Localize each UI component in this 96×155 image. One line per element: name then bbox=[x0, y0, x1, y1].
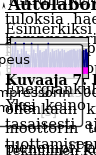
Text: Teknillinen Korkeakoulu
Autotekniikan laboratorio
PL 4300, 02015 TKK: Teknillinen Korkeakoulu Autotekniikan la… bbox=[5, 144, 96, 155]
Kompressorin
toiminta bbox=[88, 67, 89, 69]
Line: Kompressorin
toiminta: Kompressorin toiminta bbox=[10, 68, 88, 73]
Text: 11: 11 bbox=[72, 141, 91, 155]
Nopeus bbox=[23, 42, 24, 44]
Line: Nopeus: Nopeus bbox=[10, 43, 88, 73]
Nopeus bbox=[14, 42, 16, 44]
Nopeus bbox=[9, 72, 10, 74]
Nopeus bbox=[83, 59, 84, 61]
Kompressorin
toiminta bbox=[49, 67, 50, 69]
Kompressorin
toiminta bbox=[63, 72, 64, 74]
Text: Esimerkiksi  kompressorin  toimintaa  tarkastelemalla  voi  havaita,  että  lait: Esimerkiksi kompressorin toimintaa tarka… bbox=[5, 22, 96, 75]
Text: Autolaboratorio: Autolaboratorio bbox=[7, 0, 96, 14]
Nopeus bbox=[88, 72, 89, 74]
Polygon shape bbox=[2, 2, 5, 9]
Nopeus bbox=[10, 64, 12, 66]
Kompressorin
toiminta bbox=[83, 67, 84, 69]
Text: Energiankulutuksen  kannalta  olisi  parempi,  jos  kompressori  ei  käynnistyis: Energiankulutuksen kannalta olisi paremp… bbox=[5, 83, 96, 155]
Text: Kuvaaja 7. Kompressori käy Braunschweig-sykliä ajettaessa noin 28 % ajasta.: Kuvaaja 7. Kompressori käy Braunschweig-… bbox=[5, 73, 96, 88]
Text: TEKNILLINEN KORKEAKOULU: TEKNILLINEN KORKEAKOULU bbox=[7, 0, 96, 7]
Text: tuloksia  haettiin  dynamometrillä  vaihtelemalla  linja-auton  paineilma-
kompr: tuloksia haettiin dynamometrillä vaihtel… bbox=[5, 13, 96, 47]
Nopeus bbox=[49, 62, 50, 64]
Nopeus bbox=[63, 55, 64, 57]
Kompressorin
toiminta bbox=[45, 67, 46, 69]
Legend: Nopeus, Kompressorin
toiminta: Nopeus, Kompressorin toiminta bbox=[0, 44, 82, 126]
Nopeus bbox=[45, 64, 46, 66]
Kompressorin
toiminta bbox=[10, 67, 11, 69]
X-axis label: [s]: [s] bbox=[40, 104, 58, 118]
Kompressorin
toiminta bbox=[23, 72, 24, 74]
Text: Yksi  keino  on  kompressorin  toiminnan  muuttaminen  niin,  että  se  toimisi : Yksi keino on kompressorin toiminnan muu… bbox=[5, 98, 96, 155]
Kompressorin
toiminta bbox=[11, 67, 12, 69]
Kompressorin
toiminta bbox=[9, 72, 10, 74]
